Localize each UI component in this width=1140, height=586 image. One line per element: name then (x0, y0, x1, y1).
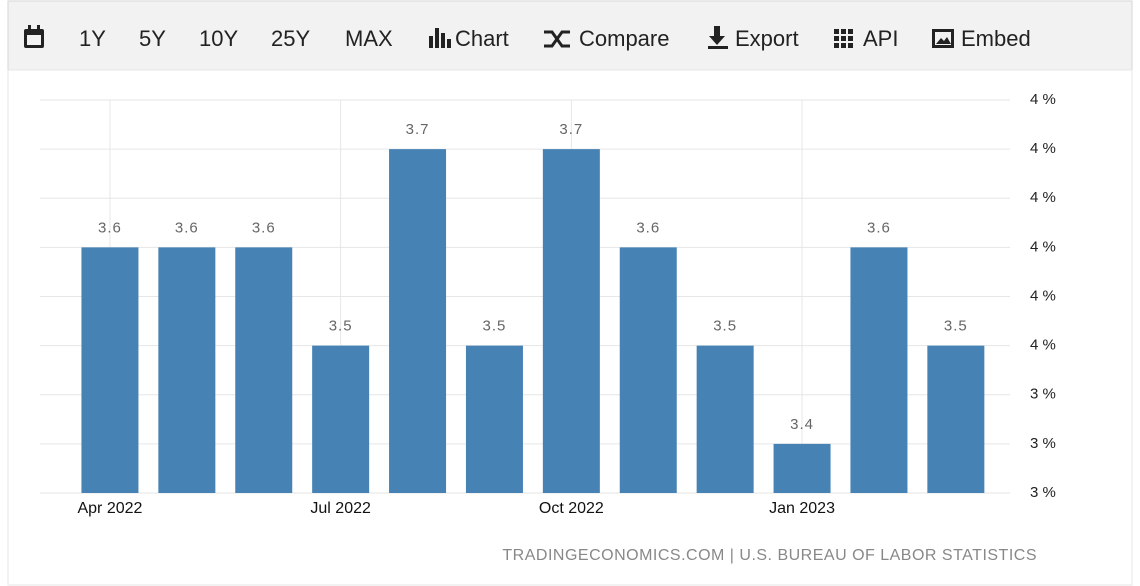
x-tick-label: Jan 2023 (769, 500, 835, 517)
y-tick-label: 4 % (1030, 140, 1056, 157)
api-button[interactable]: API (863, 26, 898, 51)
value-label: 3.5 (329, 318, 353, 335)
y-tick-label: 3 % (1030, 435, 1056, 452)
chart-icon[interactable] (429, 28, 451, 48)
y-tick-label: 4 % (1030, 287, 1056, 304)
export-button[interactable]: Export (735, 26, 799, 51)
bar (542, 149, 600, 493)
bar (850, 247, 908, 493)
bar (81, 247, 139, 493)
bar (312, 345, 370, 493)
source: TRADINGECONOMICS.COM | U.S. BUREAU OF LA… (502, 547, 1037, 564)
value-label: 3.6 (98, 219, 122, 236)
chart-button[interactable]: Chart (455, 26, 509, 51)
y-tick-label: 3 % (1030, 386, 1056, 403)
value-label: 3.6 (636, 219, 660, 236)
bar (619, 247, 677, 493)
embed-button[interactable]: Embed (961, 26, 1031, 51)
x-tick-label: Apr 2022 (77, 500, 142, 517)
y-tick-label: 4 % (1030, 238, 1056, 255)
chart-frame (7, 69, 1133, 586)
x-tick-label: Oct 2022 (539, 500, 604, 517)
bar (773, 443, 831, 493)
y-tick-label: 3 % (1030, 484, 1056, 501)
compare-icon[interactable] (544, 30, 570, 48)
y-tick-label: 4 % (1030, 189, 1056, 206)
compare-button[interactable]: Compare (579, 26, 669, 51)
bar (696, 345, 754, 493)
embed-icon[interactable] (932, 29, 954, 48)
bar (927, 345, 985, 493)
value-label: 3.4 (790, 416, 814, 433)
bar (158, 247, 216, 493)
calendar-icon[interactable] (24, 25, 44, 48)
bar (389, 149, 447, 493)
export-icon[interactable] (708, 26, 728, 49)
x-tick-label: Jul 2022 (310, 500, 371, 517)
value-label: 3.7 (406, 121, 430, 138)
bar (465, 345, 523, 493)
range-10y[interactable]: 10Y (199, 26, 238, 51)
api-icon[interactable] (834, 29, 853, 48)
value-label: 3.5 (713, 318, 737, 335)
range-25y[interactable]: 25Y (271, 26, 310, 51)
y-tick-label: 4 % (1030, 337, 1056, 354)
range-max[interactable]: MAX (345, 26, 393, 51)
value-label: 3.7 (559, 121, 583, 138)
value-label: 3.6 (867, 219, 891, 236)
value-label: 3.5 (944, 318, 968, 335)
bar (235, 247, 293, 493)
y-tick-label: 4 % (1030, 91, 1056, 108)
value-label: 3.6 (252, 219, 276, 236)
range-5y[interactable]: 5Y (139, 26, 166, 51)
value-label: 3.6 (175, 219, 199, 236)
range-1y[interactable]: 1Y (79, 26, 106, 51)
value-label: 3.5 (483, 318, 507, 335)
